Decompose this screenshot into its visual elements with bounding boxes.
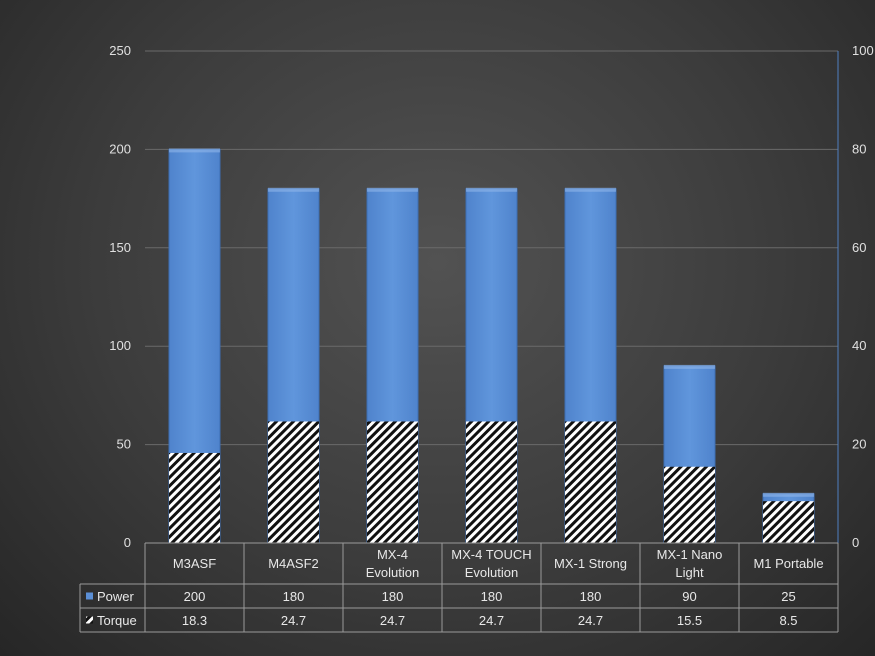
left-axis-tick-label: 200 bbox=[109, 141, 131, 156]
torque-bar bbox=[169, 452, 220, 543]
power-bar-highlight bbox=[367, 187, 418, 192]
right-axis-tick-label: 40 bbox=[852, 338, 866, 353]
power-value-cell: 200 bbox=[184, 589, 206, 604]
torque-bar bbox=[565, 421, 616, 543]
torque-value-cell: 8.5 bbox=[779, 613, 797, 628]
category-label: Light bbox=[675, 565, 704, 580]
torque-value-cell: 24.7 bbox=[281, 613, 306, 628]
left-axis-tick-label: 50 bbox=[117, 437, 131, 452]
torque-value-cell: 24.7 bbox=[578, 613, 603, 628]
right-axis-tick-label: 60 bbox=[852, 240, 866, 255]
category-label: MX-1 Nano bbox=[657, 547, 723, 562]
torque-legend-key bbox=[86, 616, 93, 624]
power-row-label: Power bbox=[97, 589, 135, 604]
torque-value-cell: 24.7 bbox=[380, 613, 405, 628]
torque-value-cell: 15.5 bbox=[677, 613, 702, 628]
category-label: Evolution bbox=[366, 565, 419, 580]
power-value-cell: 90 bbox=[682, 589, 696, 604]
torque-bar bbox=[763, 501, 814, 543]
category-label: Evolution bbox=[465, 565, 518, 580]
power-bar-highlight bbox=[763, 492, 814, 497]
power-bar-highlight bbox=[664, 364, 715, 369]
power-value-cell: 180 bbox=[382, 589, 404, 604]
right-axis-tick-label: 80 bbox=[852, 141, 866, 156]
power-value-cell: 180 bbox=[481, 589, 503, 604]
axes: 0 50 100 150 200 250 0 20 40 60 80 100 bbox=[109, 43, 873, 550]
torque-value-cell: 18.3 bbox=[182, 613, 207, 628]
torque-bar bbox=[367, 421, 418, 543]
right-axis-tick-label: 100 bbox=[852, 43, 874, 58]
power-value-cell: 180 bbox=[283, 589, 305, 604]
bars bbox=[168, 148, 815, 544]
torque-bar bbox=[664, 466, 715, 543]
torque-bar bbox=[268, 421, 319, 543]
category-label: M3ASF bbox=[173, 556, 216, 571]
power-value-cell: 25 bbox=[781, 589, 795, 604]
torque-row-label: Torque bbox=[97, 613, 137, 628]
category-label: M1 Portable bbox=[753, 556, 823, 571]
power-bar-highlight bbox=[565, 187, 616, 192]
power-bar-highlight bbox=[466, 187, 517, 192]
category-label: MX-4 TOUCH bbox=[451, 547, 531, 562]
left-axis-tick-label: 150 bbox=[109, 240, 131, 255]
torque-value-cell: 24.7 bbox=[479, 613, 504, 628]
category-label: MX-1 Strong bbox=[554, 556, 627, 571]
left-axis-tick-label: 100 bbox=[109, 338, 131, 353]
torque-bar bbox=[466, 421, 517, 543]
category-label: M4ASF2 bbox=[268, 556, 319, 571]
power-bar-highlight bbox=[268, 187, 319, 192]
right-axis-tick-label: 20 bbox=[852, 437, 866, 452]
data-table: M3ASF M4ASF2 MX-4 Evolution MX-4 TOUCH Evolut… bbox=[79, 542, 839, 633]
power-legend-key bbox=[86, 592, 93, 600]
left-axis-tick-label: 0 bbox=[124, 535, 131, 550]
power-bar-highlight bbox=[169, 148, 220, 153]
category-label: MX-4 bbox=[377, 547, 408, 562]
right-axis-tick-label: 0 bbox=[852, 535, 859, 550]
left-axis-tick-label: 250 bbox=[109, 43, 131, 58]
power-value-cell: 180 bbox=[580, 589, 602, 604]
